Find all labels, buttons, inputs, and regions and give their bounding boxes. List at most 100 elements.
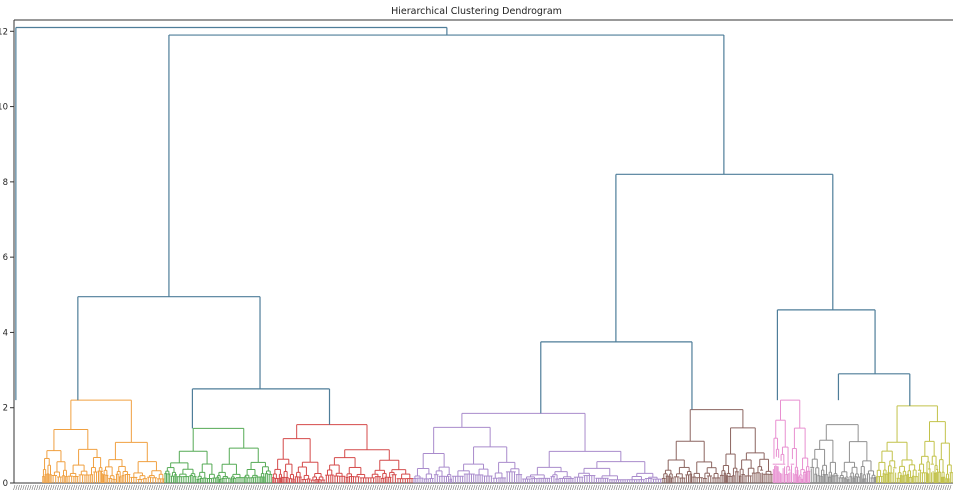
leaf-label-mark [59,484,62,491]
leaf-label-mark [625,484,628,491]
leaf-label-mark [533,484,536,491]
leaf-label-mark [572,484,575,491]
cluster [272,424,414,483]
leaf-label-mark [505,484,508,491]
leaf-label-mark [917,484,920,491]
leaf-label-mark [139,484,142,491]
leaf-label-mark [627,484,630,491]
leaf-label-mark [825,484,828,491]
leaf-label-mark [721,484,724,491]
leaf-label-mark [477,484,480,491]
leaf-label-mark [243,484,246,491]
leaf-label-mark [303,484,306,491]
leaf-label-mark [137,484,140,491]
leaf-label-mark [645,484,648,491]
leaf-label-mark [217,484,220,491]
leaf-label-mark [848,484,851,491]
leaf-label-mark [259,484,262,491]
leaf-label-mark [222,484,225,491]
leaf-label-mark [105,484,108,491]
leaf-label-mark [17,484,20,491]
chart-title: Hierarchical Clustering Dendrogram [391,6,562,17]
leaf-label-mark [491,484,494,491]
y-tick-label: 10 [0,103,8,113]
leaf-label-mark [68,484,71,491]
leaf-label-mark [424,484,427,491]
leaf-label-mark [751,484,754,491]
leaf-label-mark [818,484,821,491]
leaf-label-mark [719,484,722,491]
leaf-label-mark [353,484,356,491]
leaf-label-mark [100,484,103,491]
leaf-label-mark [185,484,188,491]
leaf-label-mark [102,484,105,491]
leaf-label-mark [827,484,830,491]
leaf-label-mark [546,484,549,491]
leaf-label-mark [611,484,614,491]
leaf-label-mark [887,484,890,491]
leaf-label-mark [549,484,552,491]
leaf-label-mark [86,484,89,491]
leaf-label-mark [82,484,85,491]
leaf-label-mark [574,484,577,491]
leaf-label-mark [599,484,602,491]
leaf-label-mark [201,484,204,491]
leaf-label-mark [427,484,430,491]
leaf-label-mark [871,484,874,491]
leaf-label-mark [673,484,676,491]
leaf-label-mark [933,484,936,491]
leaf-label-mark [705,484,708,491]
leaf-label-mark [452,484,455,491]
leaf-label-mark [381,484,384,491]
leaf-label-mark [344,484,347,491]
leaf-label-mark [666,484,669,491]
leaf-label-mark [176,484,179,491]
leaf-label-mark [40,484,43,491]
leaf-label-mark [89,484,92,491]
leaf-label-mark [404,484,407,491]
leaf-label-mark [98,484,101,491]
leaf-label-mark [22,484,25,491]
leaf-label-mark [935,484,938,491]
leaf-label-mark [153,484,156,491]
leaf-label-mark [376,484,379,491]
leaf-label-mark [197,484,200,491]
leaf-label-mark [56,484,59,491]
leaf-label-mark [875,484,878,491]
leaf-label-mark [728,484,731,491]
leaf-label-mark [346,484,349,491]
leaf-label-mark [687,484,690,491]
leaf-label-mark [852,484,855,491]
leaf-label-mark [151,484,154,491]
leaf-label-mark [519,484,522,491]
leaf-label-mark [158,484,161,491]
leaf-label-mark [861,484,864,491]
leaf-label-mark [859,484,862,491]
cluster [661,409,773,483]
leaf-label-mark [445,484,448,491]
leaf-label-mark [850,484,853,491]
leaf-label-mark [45,484,48,491]
leaf-label-mark [742,484,745,491]
leaf-label-mark [671,484,674,491]
leaf-label-mark [924,484,927,491]
leaf-label-mark [326,484,329,491]
leaf-label-mark [319,484,322,491]
leaf-label-mark [305,484,308,491]
leaf-label-mark [940,484,943,491]
leaf-label-mark [544,484,547,491]
leaf-label-mark [622,484,625,491]
leaf-label-mark [431,484,434,491]
leaf-label-mark [270,484,273,491]
leaf-label-mark [70,484,73,491]
leaf-label-mark [592,484,595,491]
leaf-label-mark [652,484,655,491]
leaf-label-mark [312,484,315,491]
leaf-label-mark [723,484,726,491]
leaf-label-mark [213,484,216,491]
leaf-label-mark [691,484,694,491]
leaf-label-mark [698,484,701,491]
leaf-label-mark [369,484,372,491]
leaf-label-mark [282,484,285,491]
leaf-label-mark [155,484,158,491]
